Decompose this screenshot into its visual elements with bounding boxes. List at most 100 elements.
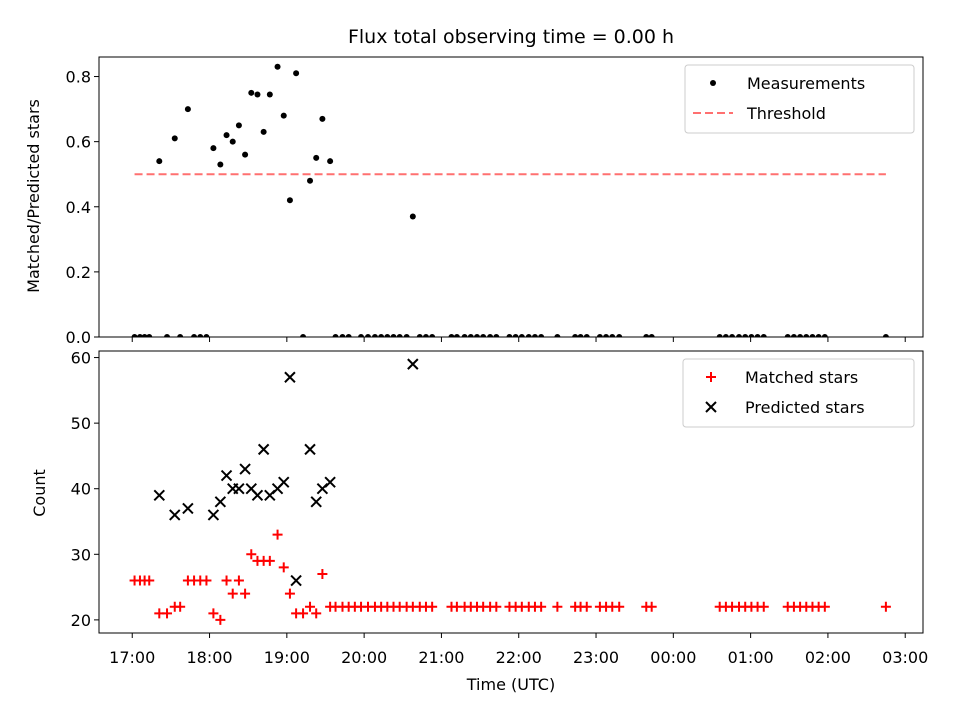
matched-stars-point [246,549,257,560]
legend-measurement-swatch [710,80,716,86]
axes-frame [98,56,924,338]
measurement-point [518,334,525,337]
matched-stars-point [162,608,173,619]
measurement-point [790,334,797,337]
measurement-point [480,334,487,337]
measurement-point [467,334,474,337]
predicted-stars-point [257,443,270,456]
legend-box [682,358,915,428]
measurement-point [493,334,500,337]
measurement-point [327,158,334,165]
predicted-stars-point [214,496,227,508]
measurement-point [797,334,804,337]
x-tick-label: 19:00 [264,648,310,667]
measurement-point [722,334,729,337]
measurement-point [248,89,255,96]
measurement-point [242,151,249,158]
legend: Matched stars Predicted stars [682,358,915,428]
measurement-point [716,334,723,337]
legend-box [684,64,915,134]
predicted-stars-point [220,469,233,482]
legend-entry-label: Measurements [747,74,865,93]
measurement-point [648,334,655,337]
matched-stars-point [614,601,625,612]
measurement-point [473,334,480,337]
matched-stars-point [311,608,322,619]
measurement-point [390,334,397,337]
matched-stars-point [758,601,769,612]
measurement-point [280,112,287,119]
measurement-point [266,91,273,98]
measurement-point [274,63,281,70]
measurement-point [300,334,307,337]
measurement-point [538,334,545,337]
measurement-point [512,334,519,337]
measurement-point [235,122,242,129]
measurement-point [784,334,791,337]
x-tick-label: 02:00 [805,648,851,667]
matched-stars-point [284,588,295,599]
predicted-stars-point [324,476,336,488]
measurement-point [736,334,743,337]
bottom-panel: 20 30 40 50 60 17:00 18:00 19:00 20:00 21:00 22:00… [71,349,929,667]
legend-matched-swatch [706,372,716,382]
matched-stars-point [221,575,232,586]
matched-stars-point [264,555,275,566]
legend-entry-label: Threshold [746,104,826,123]
matched-stars-point [305,601,316,612]
y-tick-label: 0.0 [66,328,91,347]
matched-stars-point [880,601,891,612]
measurement-point [742,334,749,337]
matched-stars-point [646,601,657,612]
predicted-stars-point [304,443,316,456]
x-tick-label: 22:00 [496,648,542,667]
measurement-point [191,334,198,337]
measurement-point [748,334,755,337]
measurement-point [184,106,191,113]
measurement-point [577,334,584,337]
x-axis-label: Time (UTC) [466,675,555,694]
matched-stars-point [552,601,563,612]
measurement-point [131,334,138,337]
measurement-point [177,334,184,337]
predicted-stars-point [207,509,220,521]
measurement-point [378,334,385,337]
y-tick-label: 0.4 [66,198,91,217]
measurement-point [345,334,352,337]
x-tick-label: 23:00 [573,648,619,667]
measurement-point [525,334,532,337]
measurement-point [882,334,889,337]
predicted-stars-point [407,358,419,370]
matched-stars-point [201,575,212,586]
measurement-point [572,334,579,337]
x-tick-label: 21:00 [418,648,464,667]
legend-entry-label: Predicted stars [745,398,865,417]
measurement-point [453,334,460,337]
measurement-point [203,334,210,337]
measurement-point [384,334,391,337]
measurement-point [403,334,410,337]
matched-stars-point [215,614,226,625]
top-panel: 0.0 0.2 0.4 0.6 0.8 Measurements Threshold [66,56,924,347]
matched-stars-point [175,601,186,612]
x-tick-label: 18:00 [186,648,232,667]
measurement-point [616,334,623,337]
measurement-point [603,334,610,337]
matched-stars-point [240,588,251,599]
x-tick-label: 17:00 [109,648,155,667]
matched-stars-point [208,608,219,619]
measurement-point [136,334,143,337]
measurement-point [396,334,403,337]
matched-stars-point [272,529,283,540]
measurement-point [821,334,828,337]
measurement-point [506,334,513,337]
matched-stars-point [427,601,438,612]
measurement-point [146,334,153,337]
y-tick-label: 40 [71,480,91,499]
predicted-stars-point [278,476,290,488]
measurement-point [210,145,217,152]
measurement-point [286,197,293,204]
matched-stars-point [278,562,289,573]
measurement-point [487,334,494,337]
matched-stars-point [536,601,547,612]
